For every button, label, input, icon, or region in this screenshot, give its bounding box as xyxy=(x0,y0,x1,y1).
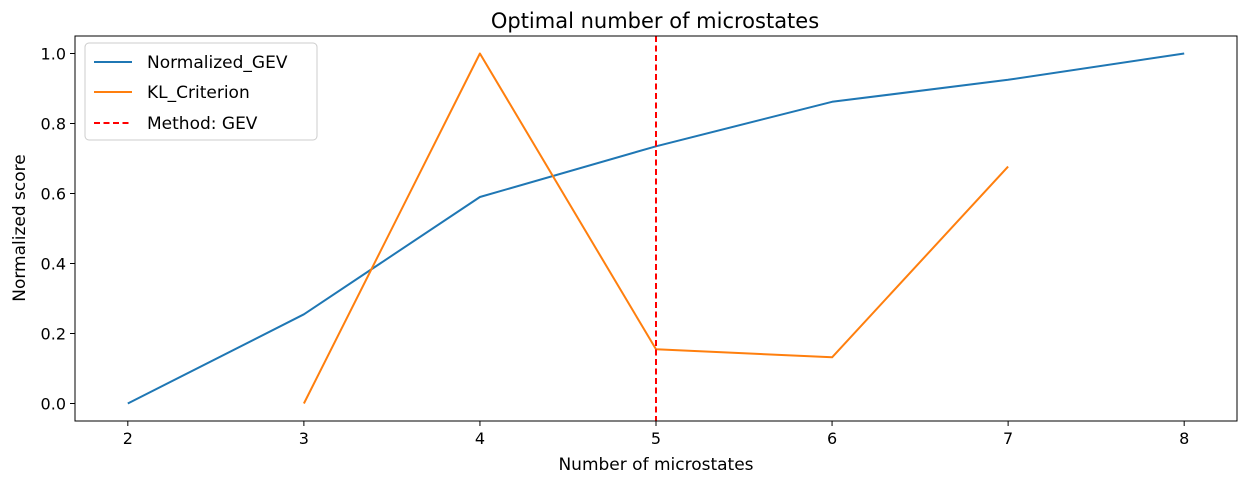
legend-label-method: Method: GEV xyxy=(147,114,258,134)
x-tick-label: 3 xyxy=(299,429,309,448)
x-axis-label: Number of microstates xyxy=(558,455,753,475)
legend-label-normalized-gev: Normalized_GEV xyxy=(147,53,288,73)
chart-title: Optimal number of microstates xyxy=(491,9,819,33)
y-axis-label: Normalized score xyxy=(10,154,30,302)
legend: Normalized_GEV KL_Criterion Method: GEV xyxy=(84,42,318,141)
x-tick-label: 4 xyxy=(475,429,485,448)
y-tick-label: 0.0 xyxy=(41,395,66,414)
x-tick-label: 2 xyxy=(123,429,133,448)
y-tick-label: 0.6 xyxy=(41,185,66,204)
y-tick-label: 0.4 xyxy=(41,255,66,274)
x-tick-label: 6 xyxy=(827,429,837,448)
x-axis: 2 3 4 5 6 7 8 xyxy=(123,421,1189,448)
x-tick-label: 8 xyxy=(1179,429,1189,448)
series-line-kl-criterion xyxy=(303,52,1009,404)
plot-area xyxy=(127,36,1185,421)
y-tick-label: 0.8 xyxy=(41,115,66,134)
legend-label-kl-criterion: KL_Criterion xyxy=(147,83,250,103)
y-tick-label: 0.2 xyxy=(41,325,66,344)
y-axis: 0.0 0.2 0.4 0.6 0.8 1.0 xyxy=(41,45,75,414)
x-tick-label: 5 xyxy=(651,429,661,448)
x-tick-label: 7 xyxy=(1003,429,1013,448)
y-tick-label: 1.0 xyxy=(41,45,66,64)
legend-box xyxy=(84,42,318,141)
